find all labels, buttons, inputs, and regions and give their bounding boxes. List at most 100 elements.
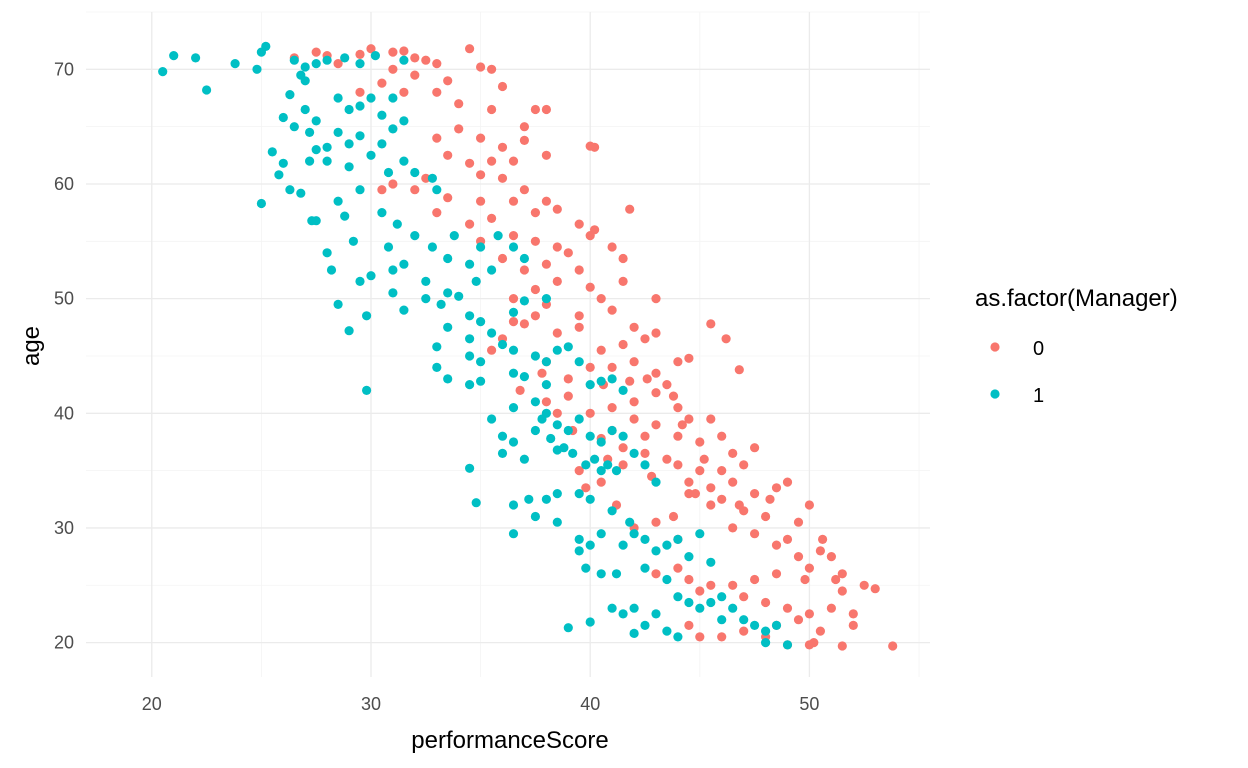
data-point-manager-1 — [465, 463, 475, 473]
data-point-manager-0 — [541, 196, 552, 206]
data-point-manager-1 — [611, 466, 622, 476]
data-point-manager-1 — [771, 620, 782, 631]
data-point-manager-1 — [611, 569, 622, 579]
data-point-manager-0 — [651, 517, 661, 527]
data-point-manager-0 — [388, 64, 398, 74]
data-point-manager-0 — [673, 431, 683, 441]
data-point-manager-0 — [793, 517, 804, 527]
data-point-manager-1 — [563, 425, 573, 436]
data-point-manager-1 — [300, 62, 310, 72]
data-point-manager-1 — [305, 156, 315, 166]
data-point-manager-0 — [487, 64, 497, 74]
data-point-manager-0 — [585, 282, 595, 292]
data-point-manager-1 — [285, 185, 295, 195]
data-point-manager-1 — [651, 477, 661, 487]
data-point-manager-1 — [552, 489, 562, 499]
data-point-manager-0 — [574, 466, 584, 476]
data-point-manager-0 — [750, 529, 760, 539]
data-point-manager-0 — [662, 380, 672, 390]
y-tick-label: 30 — [54, 518, 74, 538]
data-point-manager-1 — [377, 110, 387, 120]
data-point-manager-0 — [750, 574, 760, 585]
data-point-manager-1 — [651, 609, 661, 619]
data-point-manager-0 — [519, 122, 530, 132]
data-point-manager-1 — [311, 145, 321, 155]
data-point-manager-1 — [596, 466, 606, 476]
data-point-manager-0 — [668, 511, 679, 522]
data-point-manager-1 — [585, 431, 595, 441]
x-tick-label: 30 — [361, 694, 381, 714]
data-point-manager-0 — [739, 460, 749, 470]
data-point-manager-0 — [673, 460, 683, 470]
data-point-manager-1 — [333, 93, 343, 103]
data-point-manager-1 — [471, 276, 481, 286]
data-point-manager-0 — [800, 574, 810, 585]
data-point-manager-0 — [618, 276, 628, 286]
data-point-manager-0 — [651, 368, 661, 378]
data-point-manager-1 — [388, 93, 398, 103]
data-point-manager-0 — [497, 173, 508, 183]
data-point-manager-1 — [717, 615, 727, 625]
data-point-manager-1 — [508, 345, 519, 355]
data-point-manager-0 — [333, 59, 343, 69]
data-point-manager-0 — [574, 322, 584, 332]
data-point-manager-0 — [668, 391, 679, 401]
data-point-manager-0 — [410, 70, 420, 80]
data-point-manager-1 — [607, 425, 617, 436]
data-point-manager-0 — [826, 603, 837, 613]
data-point-manager-0 — [782, 477, 793, 487]
data-point-manager-1 — [552, 445, 562, 455]
data-point-manager-0 — [809, 638, 819, 648]
data-point-manager-0 — [497, 142, 508, 152]
data-point-manager-1 — [399, 156, 409, 166]
data-point-manager-0 — [673, 357, 683, 367]
data-point-manager-1 — [340, 211, 350, 221]
data-point-manager-0 — [684, 574, 694, 585]
data-point-manager-0 — [761, 597, 771, 608]
data-point-manager-1 — [388, 288, 398, 298]
data-point-manager-1 — [311, 59, 321, 69]
data-point-manager-1 — [261, 41, 271, 52]
data-point-manager-0 — [721, 334, 731, 344]
data-point-manager-1 — [399, 259, 409, 269]
data-point-manager-0 — [574, 265, 584, 275]
data-point-manager-1 — [585, 380, 595, 390]
data-point-manager-0 — [640, 448, 650, 458]
data-point-manager-0 — [476, 133, 486, 143]
data-point-manager-0 — [771, 569, 782, 579]
data-point-manager-0 — [651, 294, 661, 304]
data-point-manager-0 — [508, 231, 519, 241]
data-point-manager-0 — [465, 219, 475, 229]
data-point-manager-1 — [739, 615, 749, 625]
data-point-manager-0 — [848, 620, 858, 631]
data-point-manager-1 — [706, 597, 716, 608]
data-point-manager-1 — [289, 55, 299, 65]
data-point-manager-1 — [574, 546, 584, 556]
legend-label-0: 0 — [1033, 338, 1044, 360]
data-point-manager-1 — [618, 385, 628, 395]
data-point-manager-0 — [706, 483, 716, 493]
legend-key-1 — [990, 389, 1000, 399]
data-point-manager-1 — [640, 534, 650, 545]
data-point-manager-0 — [782, 534, 793, 545]
data-point-manager-0 — [607, 305, 617, 315]
data-point-manager-1 — [695, 529, 705, 539]
data-point-manager-1 — [508, 368, 519, 378]
data-point-manager-1 — [508, 403, 519, 413]
data-point-manager-0 — [508, 294, 519, 304]
data-point-manager-1 — [392, 219, 402, 229]
data-point-manager-1 — [750, 620, 760, 631]
data-point-manager-0 — [695, 632, 705, 642]
data-point-manager-0 — [497, 253, 508, 264]
data-point-manager-1 — [333, 196, 343, 206]
data-point-manager-1 — [625, 517, 635, 527]
data-point-manager-1 — [465, 334, 475, 344]
data-point-manager-1 — [383, 167, 394, 178]
points-layer — [158, 41, 898, 651]
data-point-manager-1 — [581, 460, 591, 470]
data-point-manager-1 — [497, 448, 508, 458]
data-point-manager-0 — [487, 104, 497, 115]
data-point-manager-0 — [684, 477, 694, 487]
data-point-manager-0 — [585, 408, 595, 418]
